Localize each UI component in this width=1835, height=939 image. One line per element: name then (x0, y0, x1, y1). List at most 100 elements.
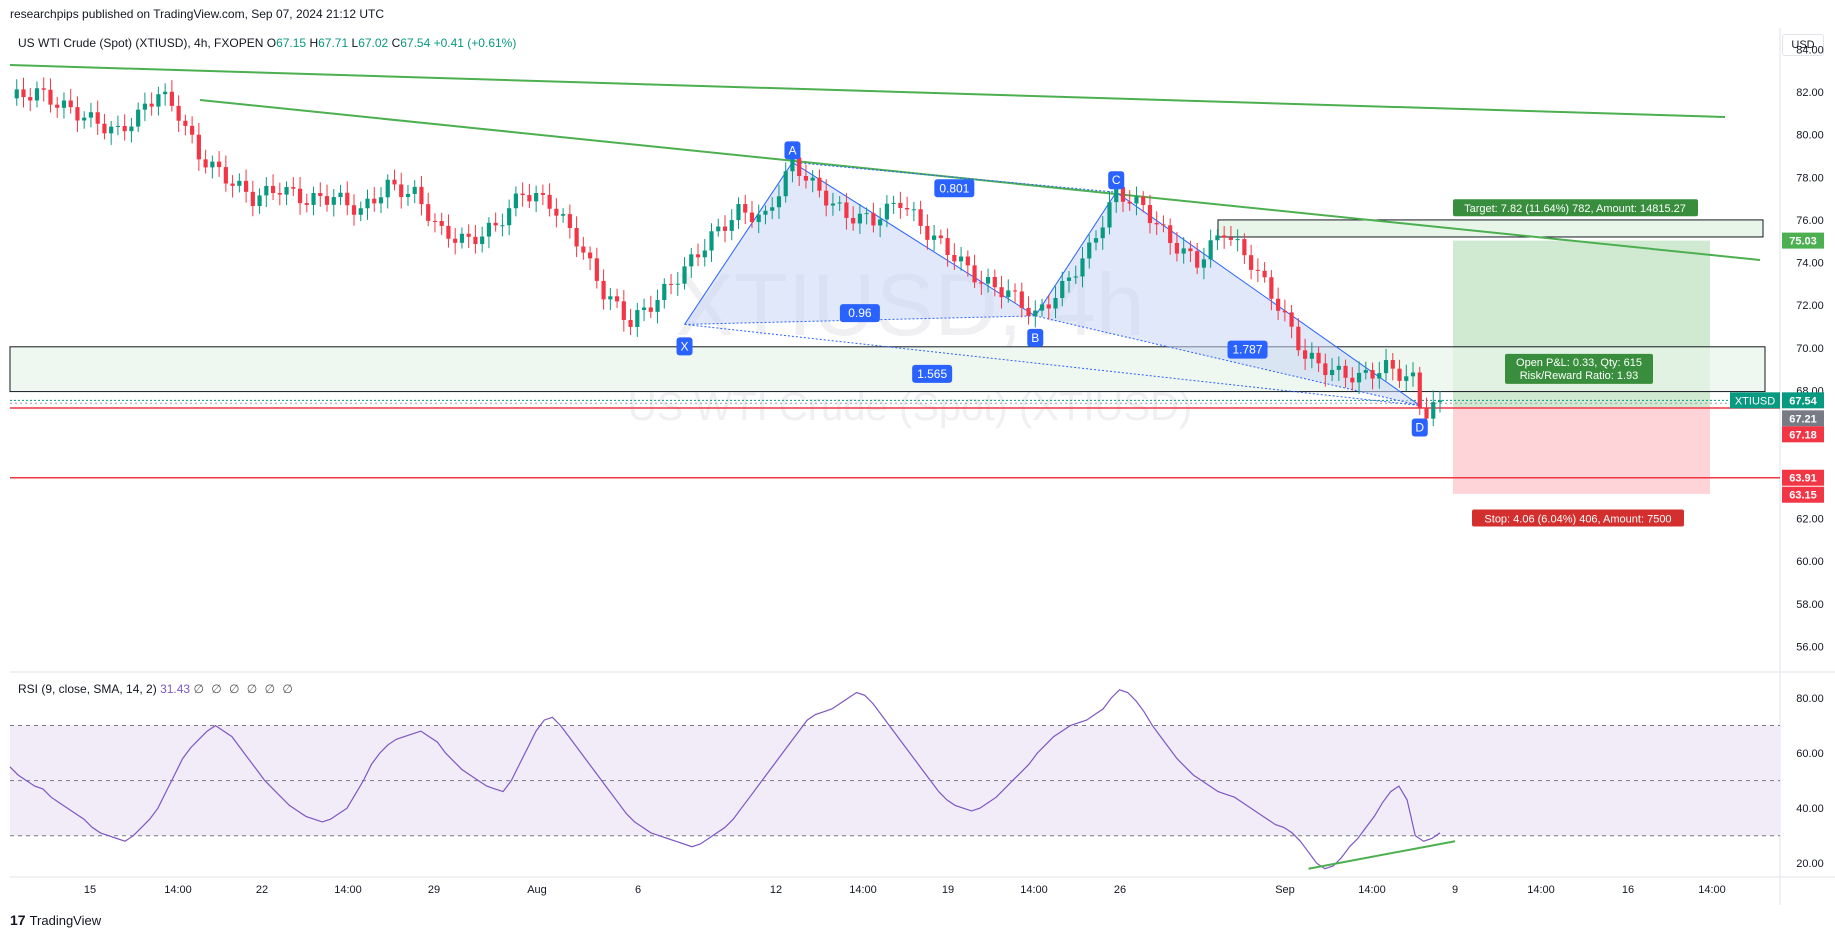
candle (338, 184, 343, 206)
candle (1309, 342, 1314, 369)
candle (770, 197, 775, 220)
candle-body (729, 220, 734, 231)
ratio-label-text: 0.96 (848, 306, 872, 320)
candle (1208, 229, 1213, 268)
candle (824, 179, 829, 217)
candle-body (297, 188, 303, 204)
candle-body (210, 161, 215, 168)
candle-body (1323, 363, 1328, 376)
candle (561, 208, 566, 223)
candle-body (1242, 239, 1247, 256)
candle-body (628, 319, 633, 327)
candle-body (864, 213, 869, 215)
candle (1147, 194, 1153, 234)
ratio-label-box (839, 304, 880, 323)
candle (190, 116, 195, 144)
candle (55, 96, 60, 118)
candle-body (561, 214, 566, 216)
high-label: H (309, 36, 319, 50)
candle (358, 201, 363, 222)
point-label-b: B (1027, 328, 1044, 347)
candle (304, 193, 309, 213)
candle-body (41, 88, 46, 90)
point-label-box (784, 141, 801, 160)
support-zone (9, 346, 1766, 393)
candle (48, 78, 53, 113)
time-axis: 15 14:00 22 14:00 29 Aug 6 12 14:00 19 14:00 26 Sep 1… (84, 884, 1726, 896)
candle (176, 95, 181, 133)
candle (1100, 216, 1105, 250)
target-label-box (1453, 199, 1698, 217)
candle-body (223, 167, 228, 184)
candle (830, 192, 836, 216)
candle-body (1039, 304, 1045, 311)
candle-body (770, 207, 775, 211)
candle (1410, 362, 1416, 387)
candle (1201, 247, 1207, 280)
point-label-a: A (784, 141, 801, 160)
candle-body (857, 213, 862, 224)
candle-body (972, 265, 977, 283)
price-tag: 67.21 (1782, 410, 1824, 427)
candle-body (1269, 277, 1274, 299)
candle-body (82, 117, 87, 121)
candle (743, 194, 748, 225)
candle-body (965, 256, 970, 266)
candle-body (702, 250, 707, 258)
candle (1249, 244, 1254, 280)
resistance-zone (1217, 219, 1764, 238)
candle (1356, 361, 1362, 395)
candle (729, 209, 734, 241)
candle-body (163, 91, 168, 95)
change-value: +0.41 (+0.61%) (433, 36, 517, 50)
candle-body (1141, 196, 1146, 206)
candle-body (594, 258, 599, 281)
candle (453, 227, 458, 255)
candle (1127, 190, 1132, 211)
candle (1080, 247, 1085, 288)
candle (965, 250, 970, 277)
candle-body (378, 197, 384, 204)
candle-body (500, 225, 505, 227)
candle (230, 175, 235, 198)
candle (264, 177, 269, 208)
candle-body (1377, 373, 1382, 379)
candle-body (1350, 377, 1355, 383)
ratio-label-box (934, 179, 975, 198)
candle (1161, 215, 1166, 233)
candle-body (1410, 372, 1416, 377)
candle-body (61, 100, 67, 108)
candle-body (938, 235, 943, 239)
ratio-label-text: 1.787 (1233, 343, 1263, 357)
currency-button[interactable]: USD (1782, 34, 1824, 56)
candle-body (776, 196, 782, 208)
candle (115, 115, 121, 136)
time-tick-label: 12 (770, 884, 782, 896)
candle-body (419, 186, 424, 205)
candle-body (1437, 400, 1443, 403)
candle (911, 201, 916, 222)
low-label: L (351, 36, 359, 50)
point-label-d: D (1411, 418, 1428, 437)
candle-body (55, 104, 60, 108)
candle (574, 216, 579, 258)
candle-body (250, 191, 255, 207)
candle-body (958, 256, 964, 262)
candle-body (513, 193, 518, 209)
candle (992, 269, 997, 297)
candle-body (1296, 326, 1301, 351)
time-tick-label: 14:00 (334, 884, 362, 896)
tradingview-logo[interactable]: 17 TradingView (10, 912, 101, 928)
candle-body (878, 219, 883, 226)
time-tick-label: Aug (527, 884, 547, 896)
candle (1012, 283, 1018, 303)
price-tag: 63.15 (1782, 486, 1824, 503)
candle (1289, 305, 1294, 339)
candle (648, 295, 653, 319)
candle (129, 117, 134, 143)
candle (837, 196, 842, 212)
price-levels (9, 219, 1780, 479)
candle (1039, 298, 1045, 317)
